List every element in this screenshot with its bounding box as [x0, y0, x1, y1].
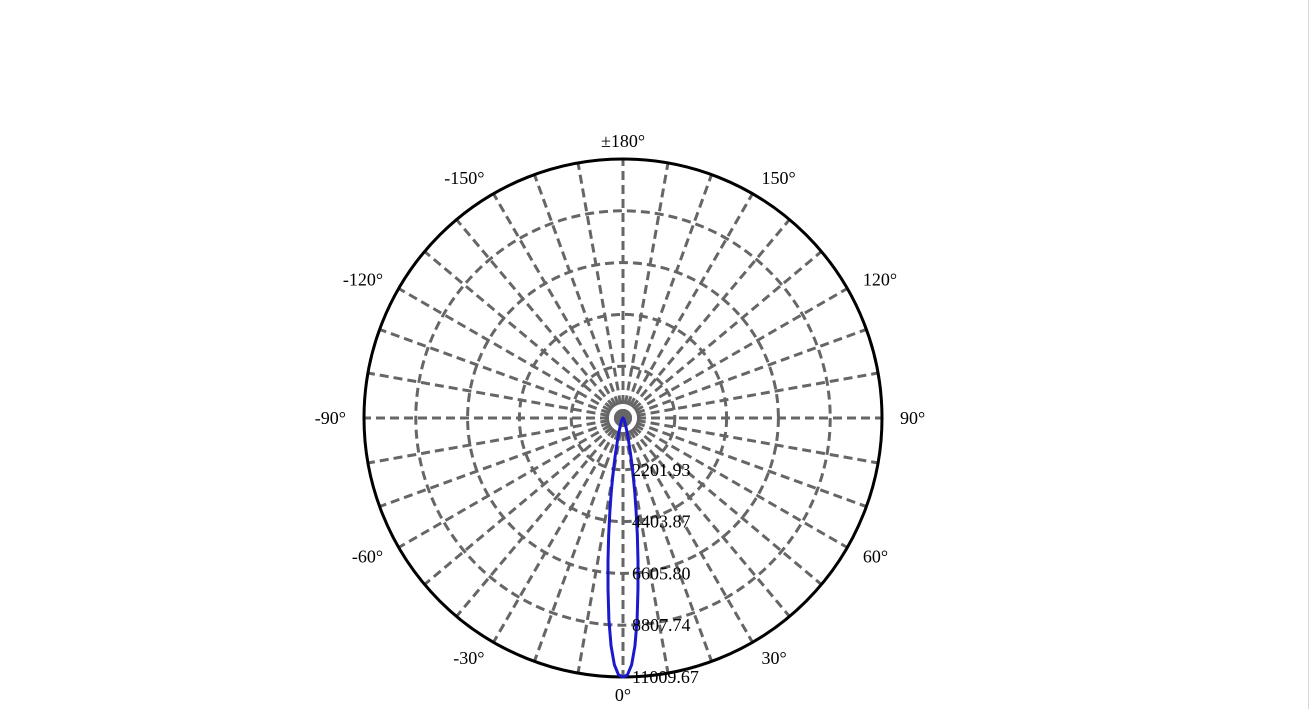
grid-spoke: [621, 174, 713, 419]
grid-spoke: [622, 287, 849, 420]
grid-ring: [414, 209, 832, 627]
grid-spoke: [621, 417, 713, 662]
angle-label: 30°: [762, 648, 787, 668]
grid-spoke: [423, 416, 624, 586]
angle-label: -60°: [352, 547, 383, 567]
grid-ring: [517, 312, 729, 524]
angle-label: 90°: [900, 408, 925, 428]
grid-spoke: [622, 416, 867, 508]
angle-label: -30°: [453, 648, 484, 668]
grid-spoke: [621, 162, 670, 419]
radial-tick-label: 2201.93: [632, 460, 691, 480]
angle-label: 120°: [863, 270, 897, 290]
grid-spoke: [622, 416, 823, 586]
radial-tick-label: 11009.67: [632, 667, 699, 687]
grid-spoke: [622, 250, 823, 420]
grid-spoke: [397, 287, 624, 420]
angle-label: ±180°: [601, 131, 645, 151]
grid-spoke: [423, 250, 624, 420]
grid-spoke: [622, 328, 867, 420]
grid-spoke: [621, 417, 754, 644]
angle-label: 0°: [615, 685, 631, 705]
grid-spoke: [379, 416, 624, 508]
grid-spoke: [533, 417, 625, 662]
grid-spoke: [533, 174, 625, 419]
grid-spoke: [622, 416, 879, 465]
grid-spoke: [367, 416, 624, 465]
grid-layer: [362, 157, 884, 679]
grid-spoke: [621, 192, 754, 419]
grid-spoke: [397, 416, 624, 549]
grid-spoke: [622, 416, 849, 549]
radial-tick-label: 8807.74: [632, 615, 691, 635]
window-edge: [1308, 0, 1314, 709]
angle-label: 60°: [863, 547, 888, 567]
grid-spoke: [622, 371, 879, 420]
grid-spoke: [455, 218, 625, 419]
series-line: [606, 416, 640, 679]
grid-spoke: [379, 328, 624, 420]
grid-spoke: [455, 417, 625, 618]
grid-spoke: [621, 218, 791, 419]
grid-spoke: [492, 417, 625, 644]
label-layer: 0° 30° 60° 90° 120° 150° ±180° -150° -120° -90° -6…: [315, 131, 925, 705]
angle-label: -120°: [343, 270, 383, 290]
grid-ring: [569, 364, 677, 472]
grid-spoke: [367, 371, 624, 420]
grid-spoke: [621, 417, 791, 618]
radial-tick-label: 4403.87: [632, 512, 691, 532]
radial-tick-label: 6605.80: [632, 563, 691, 583]
grid-spoke: [492, 192, 625, 419]
angle-label: -150°: [444, 168, 484, 188]
series-layer: [606, 416, 640, 679]
grid-spoke: [576, 162, 625, 419]
grid-ring: [466, 261, 780, 575]
angle-label: -90°: [315, 408, 346, 428]
angle-label: 150°: [762, 168, 796, 188]
